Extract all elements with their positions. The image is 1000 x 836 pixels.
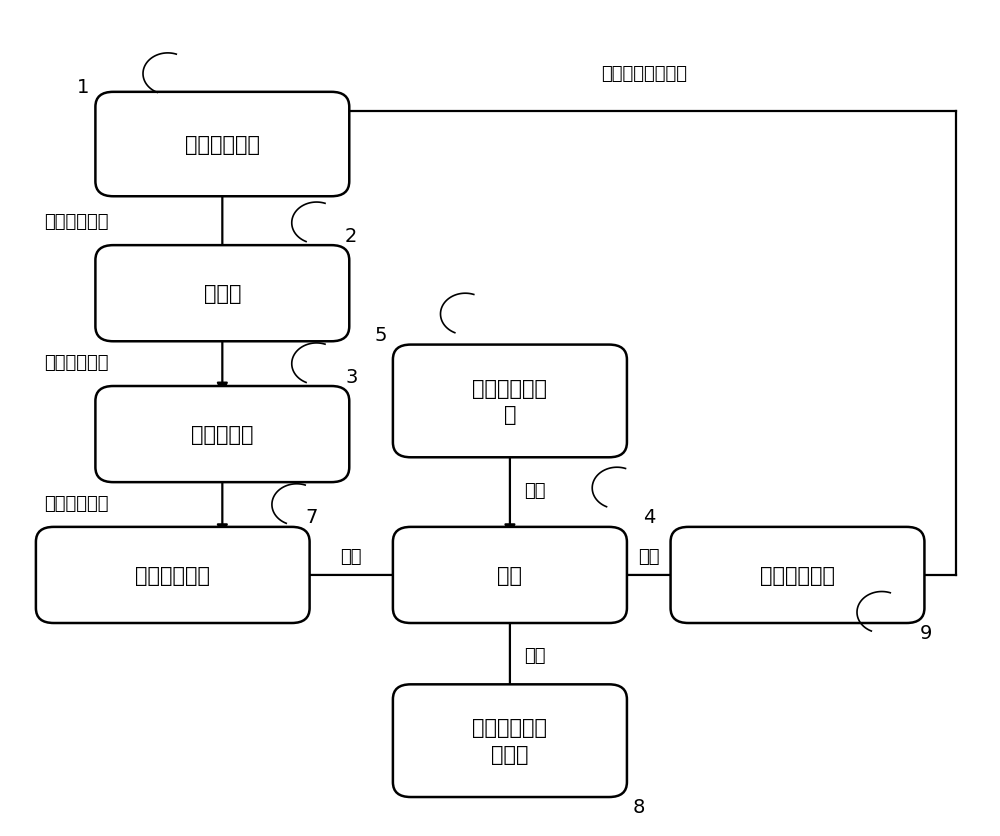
- Text: 输出电流信号: 输出电流信号: [44, 354, 108, 371]
- Text: 亥姆霍兹线圈: 亥姆霍兹线圈: [135, 565, 210, 585]
- Text: 1: 1: [77, 78, 90, 96]
- Text: 7: 7: [305, 507, 318, 527]
- Text: 实时操控终端: 实时操控终端: [185, 135, 260, 155]
- Text: 8: 8: [633, 798, 645, 817]
- Text: 电路板: 电路板: [204, 284, 241, 303]
- Text: 分流式水冷系
统: 分流式水冷系 统: [472, 378, 547, 425]
- Text: 3: 3: [345, 367, 357, 386]
- Text: 输出数字信号: 输出数字信号: [44, 213, 108, 231]
- Text: 5: 5: [375, 326, 387, 344]
- FancyBboxPatch shape: [393, 345, 627, 458]
- Text: 连接: 连接: [524, 646, 545, 665]
- Text: 连接: 连接: [340, 548, 362, 565]
- Text: 2: 2: [345, 227, 357, 246]
- Text: 放大电流信号: 放大电流信号: [44, 494, 108, 512]
- Text: 基座: 基座: [497, 565, 522, 585]
- Text: 显微观测平台: 显微观测平台: [760, 565, 835, 585]
- Text: 功率放大器: 功率放大器: [191, 425, 254, 445]
- Text: 4: 4: [643, 507, 655, 527]
- FancyBboxPatch shape: [393, 685, 627, 797]
- FancyBboxPatch shape: [671, 528, 924, 624]
- Text: 反馈马达运动情况: 反馈马达运动情况: [601, 65, 687, 83]
- Text: 高精度三维移
动平台: 高精度三维移 动平台: [472, 717, 547, 764]
- FancyBboxPatch shape: [95, 246, 349, 342]
- Text: 连接: 连接: [638, 548, 660, 565]
- FancyBboxPatch shape: [393, 528, 627, 624]
- Text: 连接: 连接: [524, 482, 545, 500]
- FancyBboxPatch shape: [95, 386, 349, 482]
- FancyBboxPatch shape: [95, 93, 349, 197]
- FancyBboxPatch shape: [36, 528, 310, 624]
- Text: 9: 9: [920, 624, 933, 643]
